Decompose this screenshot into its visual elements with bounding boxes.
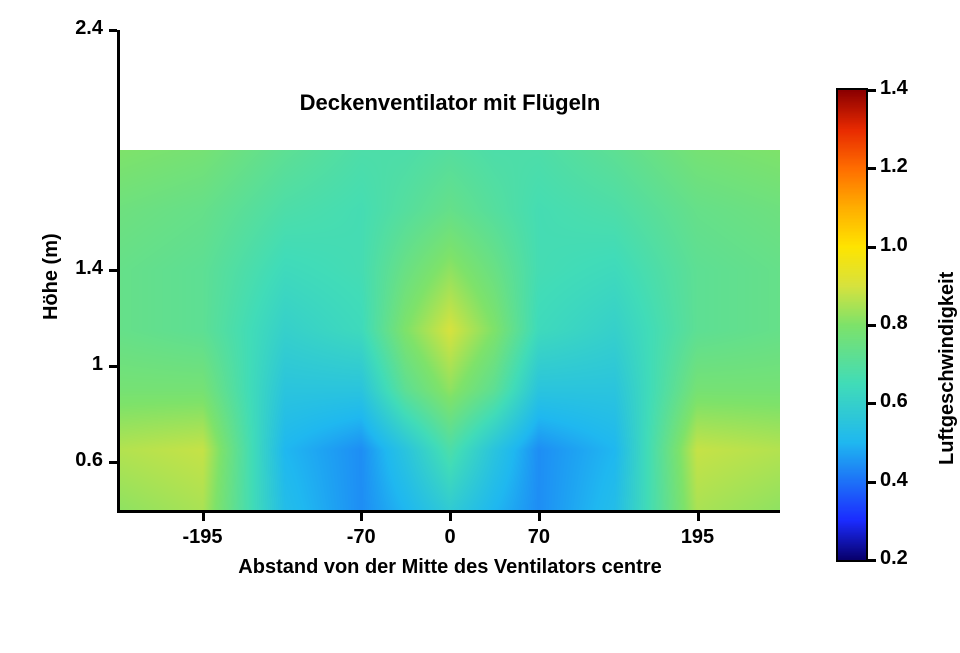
y-tick-mark: [109, 269, 117, 272]
colorbar: [838, 90, 866, 560]
y-tick-mark: [109, 461, 117, 464]
x-tick-mark: [360, 513, 363, 521]
colorbar-tick-mark: [868, 246, 876, 249]
y-tick-mark: [109, 365, 117, 368]
colorbar-tick-mark: [868, 167, 876, 170]
heatmap-canvas: [120, 150, 780, 510]
colorbar-tick-label: 0.6: [880, 390, 908, 413]
colorbar-tick-mark: [868, 324, 876, 327]
x-tick-mark: [697, 513, 700, 521]
colorbar-label: Luftgeschwindigkeit (m/s): [936, 272, 960, 465]
colorbar-border: [836, 560, 868, 562]
y-tick-label: 0.6: [59, 449, 103, 472]
x-tick-label: 0: [420, 526, 480, 549]
x-tick-label: -70: [331, 526, 391, 549]
colorbar-tick-mark: [868, 481, 876, 484]
colorbar-tick-label: 1.4: [880, 77, 908, 100]
colorbar-border: [836, 88, 838, 562]
colorbar-tick-label: 0.4: [880, 469, 908, 492]
colorbar-border: [836, 88, 868, 90]
colorbar-tick-mark: [868, 402, 876, 405]
x-tick-mark: [449, 513, 452, 521]
y-tick-label: 1: [59, 353, 103, 376]
colorbar-tick-label: 1.0: [880, 234, 908, 257]
heatmap-plot: [120, 150, 780, 510]
colorbar-tick-mark: [868, 559, 876, 562]
y-axis-line: [117, 30, 120, 510]
x-tick-mark: [202, 513, 205, 521]
y-tick-label: 1.4: [59, 257, 103, 280]
x-tick-label: -195: [173, 526, 233, 549]
y-tick-mark: [109, 29, 117, 32]
colorbar-tick-label: 0.2: [880, 547, 908, 570]
x-tick-label: 195: [668, 526, 728, 549]
colorbar-tick-mark: [868, 89, 876, 92]
y-tick-label: 2.4: [59, 17, 103, 40]
x-axis-label: Abstand von der Mitte des Ventilators ce…: [120, 556, 780, 579]
x-tick-label: 70: [509, 526, 569, 549]
colorbar-tick-label: 0.8: [880, 312, 908, 335]
chart-title: Deckenventilator mit Flügeln: [120, 90, 780, 116]
chart-container: Deckenventilator mit Flügeln Höhe (m) Ab…: [0, 0, 960, 653]
colorbar-canvas: [838, 90, 866, 560]
x-tick-mark: [538, 513, 541, 521]
colorbar-tick-label: 1.2: [880, 155, 908, 178]
